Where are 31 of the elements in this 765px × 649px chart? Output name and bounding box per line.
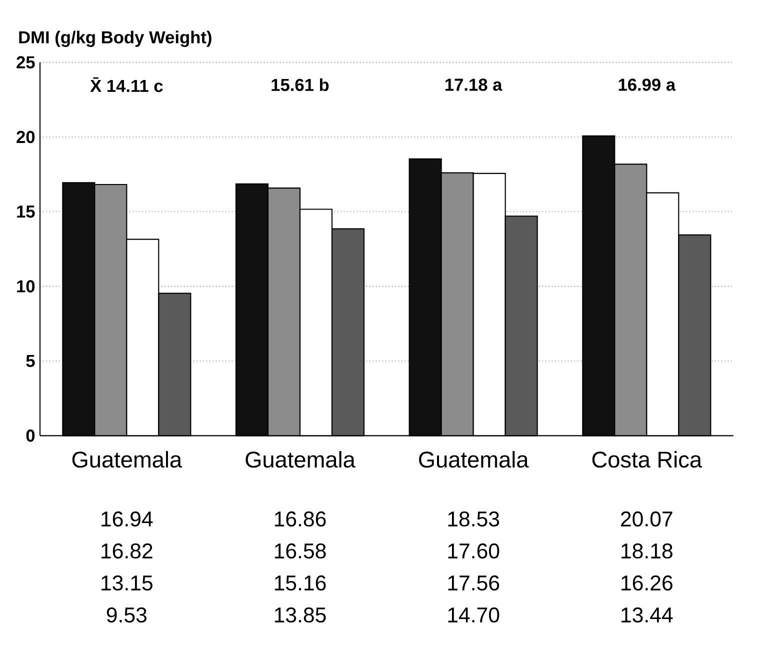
y-tick-label: 25 — [16, 56, 35, 68]
annotation: X̄ 14.11 c — [90, 77, 163, 92]
data-label: 16.26 — [622, 575, 672, 591]
x-tick-label: Costa Rica — [592, 451, 702, 468]
data-label: 13.15 — [102, 575, 152, 591]
data-label: 13.85 — [274, 607, 326, 623]
data-label: 15.16 — [274, 575, 326, 591]
data-label: 14.70 — [448, 607, 500, 623]
data-label: 17.56 — [448, 575, 500, 591]
annotation: 15.61 b — [272, 78, 329, 92]
data-label: 16.82 — [102, 543, 152, 559]
data-label: 20.07 — [621, 511, 672, 527]
y-tick-label: 5 — [26, 354, 35, 368]
data-label: 18.53 — [448, 511, 500, 527]
x-tick-label: Guatemala — [246, 451, 356, 468]
y-tick-label: 10 — [17, 280, 35, 292]
data-label: 16.94 — [102, 511, 153, 527]
data-label: 16.86 — [274, 511, 326, 527]
data-label: 18.18 — [622, 543, 672, 559]
y-tick-label: 15 — [17, 206, 35, 218]
data-label: 16.58 — [274, 543, 326, 559]
annotation: 17.18 a — [446, 78, 502, 91]
y-axis-title: DMI (g/kg Body Weight) — [19, 30, 212, 47]
x-tick-label: Guatemala — [419, 451, 529, 468]
y-tick-label: 20 — [16, 130, 35, 144]
x-tick-label: Guatemala — [72, 451, 182, 468]
data-label: 17.60 — [448, 543, 500, 559]
data-label: 13.44 — [622, 607, 673, 623]
data-label: 9.53 — [106, 607, 146, 623]
y-tick-label: 0 — [26, 430, 35, 442]
annotation: 16.99 a — [618, 78, 676, 91]
